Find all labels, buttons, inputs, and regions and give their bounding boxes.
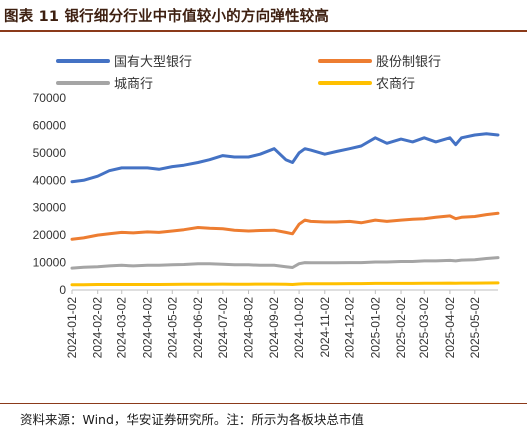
- x-tick-label: 2024-08-02: [242, 297, 256, 359]
- y-tick-label: 60000: [33, 118, 67, 132]
- x-tick-label: 2024-10-02: [292, 297, 306, 359]
- series-lines: [70, 132, 500, 287]
- source-note: 资料来源：Wind，华安证券研究所。注：所示为各板块总市值: [20, 412, 364, 427]
- x-tick-label: 2024-06-02: [191, 297, 205, 359]
- x-tick-label: 2025-01-02: [368, 297, 382, 359]
- legend-label-gufen: 股份制银行: [376, 55, 441, 70]
- x-tick-label: 2024-02-02: [91, 297, 105, 359]
- x-tick-label: 2025-04-02: [443, 297, 457, 359]
- x-tick-label: 2024-05-02: [165, 297, 179, 359]
- x-tick-label: 2025-05-02: [468, 297, 482, 359]
- y-tick-label: 40000: [33, 173, 67, 187]
- y-tick-label: 30000: [33, 201, 67, 215]
- y-tick-label: 20000: [33, 228, 67, 242]
- legend-label-nongshang: 农商行: [376, 77, 415, 92]
- y-tick-label: 70000: [33, 91, 67, 105]
- x-axis: 2024-01-02 2024-02-02 2024-03-02 2024-04-02…: [65, 289, 498, 359]
- x-tick-label: 2024-04-02: [140, 297, 154, 359]
- x-tick-label: 2025-03-02: [417, 297, 431, 359]
- x-tick-label: 2025-02-02: [394, 297, 408, 359]
- legend-label-chengshang: 城商行: [114, 77, 153, 92]
- series-line-nongshang: [70, 281, 500, 287]
- x-tick-label: 2024-12-02: [343, 297, 357, 359]
- y-tick-label: 50000: [33, 146, 67, 160]
- x-tick-label: 2024-07-02: [216, 297, 230, 359]
- series-line-gufen: [70, 211, 500, 241]
- figure-title: 图表 11 银行细分行业中市值较小的方向弹性较高: [4, 9, 330, 25]
- y-tick-label: 0: [59, 283, 66, 297]
- legend-label-guoyou: 国有大型银行: [114, 55, 192, 70]
- x-tick-label: 2024-11-02: [318, 297, 332, 358]
- y-axis: 0 10000 20000 30000 40000 50000 60000 70000: [33, 91, 67, 297]
- x-tick-label: 2024-01-02: [65, 297, 79, 359]
- series-line-guoyou: [70, 132, 500, 184]
- x-tick-label: 2024-09-02: [267, 297, 281, 359]
- y-tick-label: 10000: [33, 256, 67, 270]
- title-divider: [0, 30, 527, 32]
- series-line-chengshang: [70, 256, 500, 270]
- x-tick-label: 2024-03-02: [115, 297, 129, 359]
- footer-divider: [0, 403, 527, 404]
